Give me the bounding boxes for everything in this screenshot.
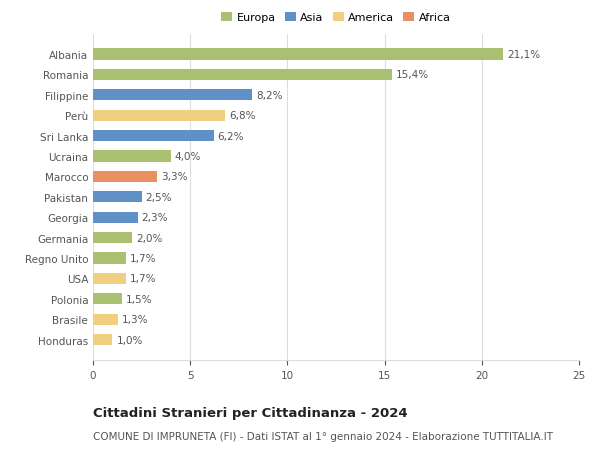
Text: 8,2%: 8,2% bbox=[256, 90, 283, 101]
Text: 15,4%: 15,4% bbox=[396, 70, 430, 80]
Text: 2,0%: 2,0% bbox=[136, 233, 162, 243]
Text: 1,3%: 1,3% bbox=[122, 314, 149, 325]
Text: Cittadini Stranieri per Cittadinanza - 2024: Cittadini Stranieri per Cittadinanza - 2… bbox=[93, 406, 407, 419]
Text: 2,5%: 2,5% bbox=[145, 192, 172, 202]
Text: 1,7%: 1,7% bbox=[130, 253, 157, 263]
Text: 21,1%: 21,1% bbox=[507, 50, 540, 60]
Bar bbox=[93, 294, 122, 305]
Bar bbox=[93, 334, 112, 346]
Bar bbox=[93, 131, 214, 142]
Text: 6,8%: 6,8% bbox=[229, 111, 256, 121]
Bar bbox=[93, 151, 171, 162]
Text: 4,0%: 4,0% bbox=[175, 151, 201, 162]
Bar bbox=[93, 192, 142, 203]
Text: 1,0%: 1,0% bbox=[116, 335, 143, 345]
Text: 1,5%: 1,5% bbox=[126, 294, 152, 304]
Bar bbox=[93, 314, 118, 325]
Text: 3,3%: 3,3% bbox=[161, 172, 188, 182]
Text: 6,2%: 6,2% bbox=[217, 131, 244, 141]
Bar bbox=[93, 110, 225, 122]
Bar bbox=[93, 70, 392, 81]
Bar bbox=[93, 90, 253, 101]
Text: 2,3%: 2,3% bbox=[142, 213, 168, 223]
Bar bbox=[93, 273, 126, 285]
Bar bbox=[93, 212, 138, 224]
Text: 1,7%: 1,7% bbox=[130, 274, 157, 284]
Bar bbox=[93, 49, 503, 61]
Legend: Europa, Asia, America, Africa: Europa, Asia, America, Africa bbox=[219, 11, 453, 26]
Bar bbox=[93, 171, 157, 183]
Text: COMUNE DI IMPRUNETA (FI) - Dati ISTAT al 1° gennaio 2024 - Elaborazione TUTTITAL: COMUNE DI IMPRUNETA (FI) - Dati ISTAT al… bbox=[93, 431, 553, 442]
Bar bbox=[93, 253, 126, 264]
Bar bbox=[93, 233, 132, 244]
